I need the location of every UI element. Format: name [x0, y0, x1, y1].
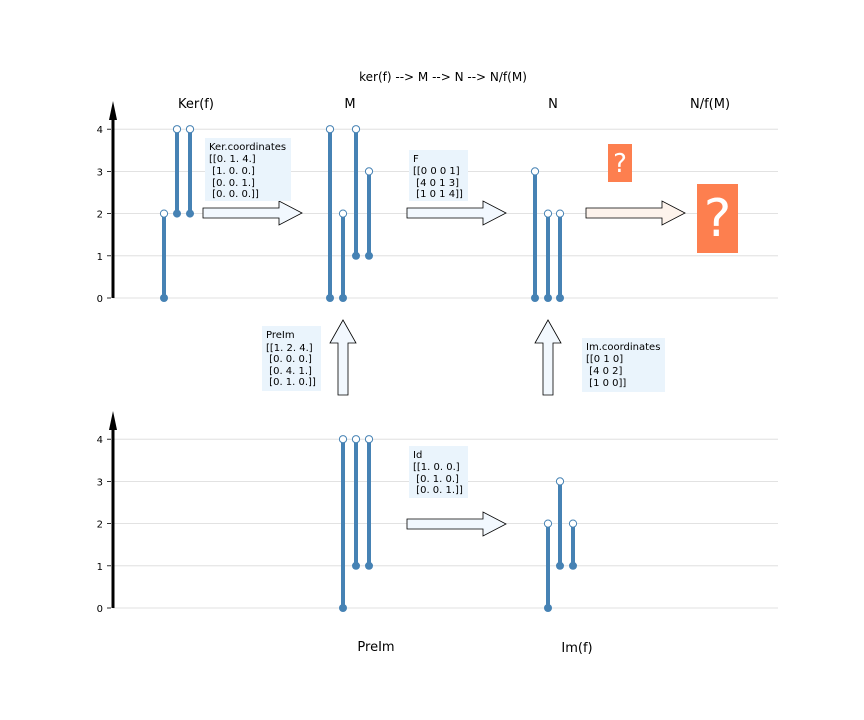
- im-coordinates-row: [1 0 0]]: [586, 378, 626, 389]
- bar-end-point: [338, 209, 348, 218]
- id-matrix-title: Id: [413, 450, 422, 461]
- bar-start-point: [352, 561, 360, 570]
- bar-end-point: [351, 435, 361, 444]
- bar-end-point: [185, 125, 195, 134]
- bar-start-point: [352, 251, 360, 260]
- bar-start-point: [186, 209, 194, 218]
- bar-end-point: [172, 125, 182, 134]
- bar-end-point: [555, 477, 565, 486]
- bottom-y-tick-labels: 0 1 2 3 4: [97, 435, 103, 615]
- preim-matrix-row: [0. 1. 0.]]: [266, 377, 316, 388]
- top-y-axis-arrow: [109, 101, 117, 298]
- preim-matrix-row: [0. 0. 0.]: [266, 354, 312, 365]
- column-label-ker: Ker(f): [178, 97, 214, 112]
- large-question-box: ?: [697, 184, 738, 253]
- y-tick-label: 2: [97, 520, 103, 531]
- f-matrix-box: F [[0 0 0 1] [4 0 1 3] [1 0 1 4]]: [409, 150, 468, 201]
- im-coordinates-title: Im.coordinates: [586, 342, 660, 353]
- top-barcodes: [159, 125, 565, 302]
- arrow-m-to-n: [406, 200, 507, 226]
- bottom-y-axis-arrow: [109, 411, 117, 608]
- bar-start-point: [160, 294, 168, 302]
- bar-start-point: [173, 209, 181, 218]
- column-label-preim: PreIm: [357, 640, 394, 655]
- diagram-title: ker(f) --> M --> N --> N/f(M): [359, 70, 527, 84]
- column-label-m: M: [344, 97, 355, 112]
- y-tick-label: 1: [97, 252, 103, 263]
- bar-end-point: [568, 519, 578, 528]
- ker-coordinates-title: Ker.coordinates: [209, 142, 286, 153]
- bar-start-point: [365, 561, 373, 570]
- preim-matrix-title: PreIm: [266, 330, 295, 341]
- ker-coordinates-box: Ker.coordinates [[0. 1. 4.] [1. 0. 0.] […: [205, 138, 291, 201]
- arrow-ker-to-m: [202, 200, 303, 226]
- bar-start-point: [544, 294, 552, 302]
- id-matrix-row: [0. 0. 1.]]: [413, 485, 463, 496]
- bar-start-point: [531, 294, 539, 302]
- id-matrix-row: [[1. 0. 0.]: [413, 462, 460, 473]
- bottom-barcodes: [338, 435, 578, 612]
- bar-start-point: [339, 604, 347, 612]
- arrow-im-to-n: [534, 319, 562, 396]
- arrow-n-to-quotient: [585, 200, 686, 226]
- preim-matrix-row: [0. 4. 1.]: [266, 366, 312, 377]
- bottom-panel: 0 1 2 3 4 PreIm Im(f): [97, 411, 778, 656]
- small-question-box: ?: [608, 144, 632, 182]
- y-tick-label: 1: [97, 562, 103, 573]
- bar-start-point: [365, 251, 373, 260]
- f-matrix-row: [[0 0 0 1]: [413, 166, 460, 177]
- bar-start-point: [339, 294, 347, 302]
- column-label-quotient: N/f(M): [690, 97, 730, 112]
- bar-end-point: [364, 435, 374, 444]
- bar-end-point: [530, 167, 540, 176]
- im-coordinates-row: [4 0 2]: [586, 366, 623, 377]
- bar-start-point: [326, 294, 334, 302]
- bar-end-point: [543, 209, 553, 218]
- ker-coordinates-row: [[0. 1. 4.]: [209, 154, 256, 165]
- ker-coordinates-row: [1. 0. 0.]: [209, 166, 255, 177]
- bar-start-point: [556, 294, 564, 302]
- y-tick-label: 0: [97, 604, 103, 615]
- large-question-mark: ?: [704, 189, 732, 249]
- bar-end-point: [351, 125, 361, 134]
- bar-end-point: [159, 209, 169, 218]
- f-matrix-row: [4 0 1 3]: [413, 178, 459, 189]
- bar-end-point: [555, 209, 565, 218]
- bar-start-point: [544, 604, 552, 612]
- bar-end-point: [325, 125, 335, 134]
- y-tick-label: 2: [97, 210, 103, 221]
- im-coordinates-box: Im.coordinates [[0 1 0] [4 0 2] [1 0 0]]: [582, 338, 665, 392]
- preim-matrix-box: PreIm [[1. 2. 4.] [0. 0. 0.] [0. 4. 1.] …: [262, 326, 321, 391]
- y-tick-label: 0: [97, 294, 103, 305]
- f-matrix-row: [1 0 1 4]]: [413, 189, 463, 200]
- bar-end-point: [543, 519, 553, 528]
- im-coordinates-row: [[0 1 0]: [586, 354, 623, 365]
- f-matrix-title: F: [413, 154, 419, 165]
- small-question-mark: ?: [613, 149, 627, 179]
- arrow-preim-to-m: [329, 319, 357, 396]
- column-label-im: Im(f): [561, 641, 592, 656]
- bar-start-point: [556, 561, 564, 570]
- column-label-n: N: [548, 97, 558, 112]
- top-y-tick-labels: 0 1 2 3 4: [97, 125, 103, 305]
- id-matrix-box: Id [[1. 0. 0.] [0. 1. 0.] [0. 0. 1.]]: [409, 446, 468, 498]
- y-tick-label: 4: [97, 125, 103, 136]
- y-tick-label: 3: [97, 167, 103, 178]
- arrow-id-map: [406, 511, 507, 537]
- y-tick-label: 4: [97, 435, 103, 446]
- ker-coordinates-row: [0. 0. 1.]: [209, 178, 255, 189]
- y-tick-label: 3: [97, 477, 103, 488]
- ker-coordinates-row: [0. 0. 0.]]: [209, 189, 259, 200]
- bar-end-point: [364, 167, 374, 176]
- bar-end-point: [338, 435, 348, 444]
- bar-start-point: [569, 561, 577, 570]
- preim-matrix-row: [[1. 2. 4.]: [266, 343, 313, 354]
- id-matrix-row: [0. 1. 0.]: [413, 474, 459, 485]
